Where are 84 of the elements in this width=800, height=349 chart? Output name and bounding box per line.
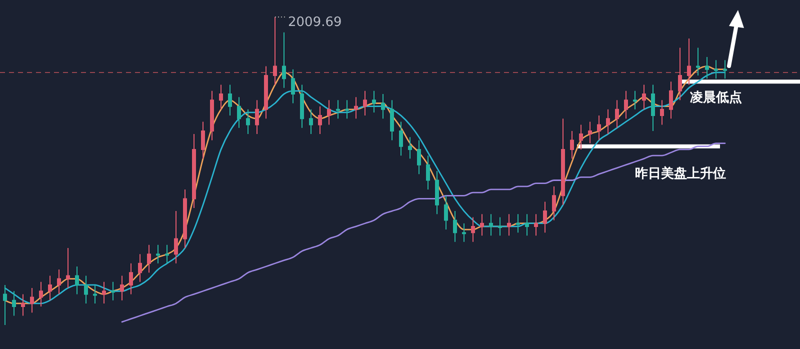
candlestick xyxy=(21,294,25,316)
candlestick xyxy=(93,284,97,304)
candlestick xyxy=(75,266,79,295)
candlestick xyxy=(282,32,286,88)
candlestick xyxy=(552,186,556,221)
candlestick xyxy=(597,115,601,141)
candlestick xyxy=(66,248,70,289)
candlestick xyxy=(669,81,673,120)
ref-line-label: 昨日美盘上升位 xyxy=(635,165,726,182)
candlestick xyxy=(183,188,187,248)
candlestick xyxy=(723,60,727,80)
candlestick xyxy=(498,216,502,236)
candlestick xyxy=(318,106,322,135)
candlestick xyxy=(228,84,232,116)
candlestick xyxy=(381,94,385,120)
candlestick xyxy=(696,47,700,76)
candlestick xyxy=(579,124,583,150)
ref-line-label: 凌晨低点 xyxy=(690,90,742,106)
candlestick xyxy=(399,121,403,156)
candlestick xyxy=(453,210,457,242)
candlestick xyxy=(363,90,367,116)
candlestick xyxy=(39,281,43,308)
candlestick xyxy=(687,38,691,86)
candlestick xyxy=(354,96,358,120)
candlestick xyxy=(327,100,331,126)
candlestick xyxy=(219,84,223,110)
candlestick xyxy=(570,130,574,160)
candlestick xyxy=(48,275,52,301)
candlestick xyxy=(147,244,151,274)
candlestick xyxy=(138,254,142,282)
candlestick xyxy=(633,90,637,110)
candlestick xyxy=(165,244,169,264)
candlestick xyxy=(255,100,259,135)
candlestick xyxy=(408,136,412,160)
candlestick xyxy=(57,269,61,295)
candlestick xyxy=(705,56,709,80)
candlestick xyxy=(525,214,529,236)
candlestick xyxy=(642,84,646,110)
candlestick xyxy=(111,281,115,301)
candlestick xyxy=(3,284,7,326)
candlestick xyxy=(426,155,430,190)
candlestick xyxy=(588,121,592,144)
candlestick xyxy=(210,90,214,141)
candlestick xyxy=(561,118,565,206)
candlestick xyxy=(417,140,421,175)
candlestick xyxy=(30,288,34,314)
candlestick xyxy=(714,60,718,80)
candlestick xyxy=(390,100,394,141)
candlestick xyxy=(462,222,466,242)
candlestick xyxy=(192,134,196,208)
candlestick xyxy=(624,90,628,120)
candlestick xyxy=(507,214,511,236)
candlestick xyxy=(273,16,277,86)
candlestick xyxy=(12,290,16,316)
candlestick xyxy=(336,100,340,120)
candlestick xyxy=(201,121,205,160)
candlestick xyxy=(489,214,493,236)
candlestick xyxy=(246,108,250,135)
candlestick xyxy=(372,90,376,113)
annotation: 2009.69 xyxy=(288,15,342,30)
candlestick xyxy=(345,100,349,120)
candlestick xyxy=(156,244,160,264)
candlestick xyxy=(237,96,241,128)
candlestick xyxy=(615,100,619,128)
candlestick xyxy=(264,66,268,120)
candlestick xyxy=(309,108,313,135)
candlestick xyxy=(84,275,88,304)
candlestick xyxy=(174,210,178,264)
candlestick xyxy=(444,195,448,230)
candlestick xyxy=(102,281,106,304)
candlestick xyxy=(534,214,538,236)
candlestick xyxy=(606,108,610,135)
candlestick xyxy=(543,201,547,234)
candlestick xyxy=(516,214,520,234)
candlestick xyxy=(651,84,655,132)
candlestick xyxy=(660,100,664,126)
candlestick xyxy=(300,84,304,128)
candlestick xyxy=(291,68,295,104)
candlestick xyxy=(129,262,133,295)
candlestick xyxy=(435,170,439,215)
candlestick xyxy=(471,216,475,242)
candlestick xyxy=(120,275,124,301)
candlestick xyxy=(480,214,484,236)
candlestick xyxy=(678,47,682,101)
